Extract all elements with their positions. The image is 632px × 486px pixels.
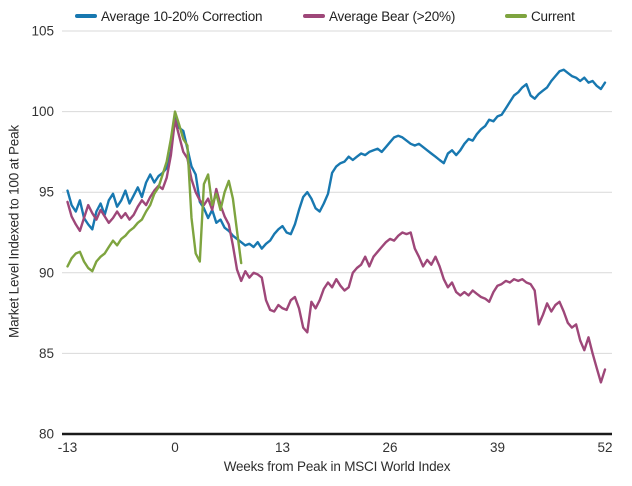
y-axis-tick-label-90: 90	[39, 265, 54, 280]
x-axis-tick-label-39: 39	[490, 440, 505, 455]
legend-label-current: Current	[531, 8, 575, 24]
legend-item-average-bear: Average Bear (>20%)	[303, 8, 455, 24]
x-axis-tick-label-26: 26	[382, 440, 397, 455]
x-axis-title: Weeks from Peak in MSCI World Index	[223, 459, 451, 474]
series-line-average-10-20-correction	[66, 68, 607, 250]
legend-label-average-bear: Average Bear (>20%)	[329, 8, 456, 24]
y-axis-tick-label-95: 95	[39, 185, 54, 200]
y-axis-tick-label-85: 85	[39, 346, 54, 361]
legend-swatch-average-correction	[75, 14, 97, 18]
legend-item-current: Current	[505, 8, 575, 24]
legend-label-average-correction: Average 10-20% Correction	[101, 8, 263, 24]
legend-item-average-correction: Average 10-20% Correction	[75, 8, 263, 24]
y-axis-tick-label-100: 100	[31, 104, 54, 119]
x-axis-tick-label-0: 0	[171, 440, 179, 455]
legend-swatch-current	[505, 14, 527, 18]
x-axis-tick-label--13: -13	[58, 440, 78, 455]
y-axis-title: Market Level Indexed to 100 at Peak	[6, 125, 22, 338]
series-line-current	[66, 110, 243, 273]
y-axis-tick-label-105: 105	[31, 24, 54, 39]
series-line-average-bear-20	[66, 118, 607, 384]
x-axis-tick-label-13: 13	[275, 440, 290, 455]
chart-legend: Average 10-20% Correction Average Bear (…	[0, 8, 632, 26]
legend-swatch-average-bear	[303, 14, 325, 18]
y-axis-tick-label-80: 80	[39, 427, 54, 442]
x-axis-tick-label-52: 52	[597, 440, 612, 455]
